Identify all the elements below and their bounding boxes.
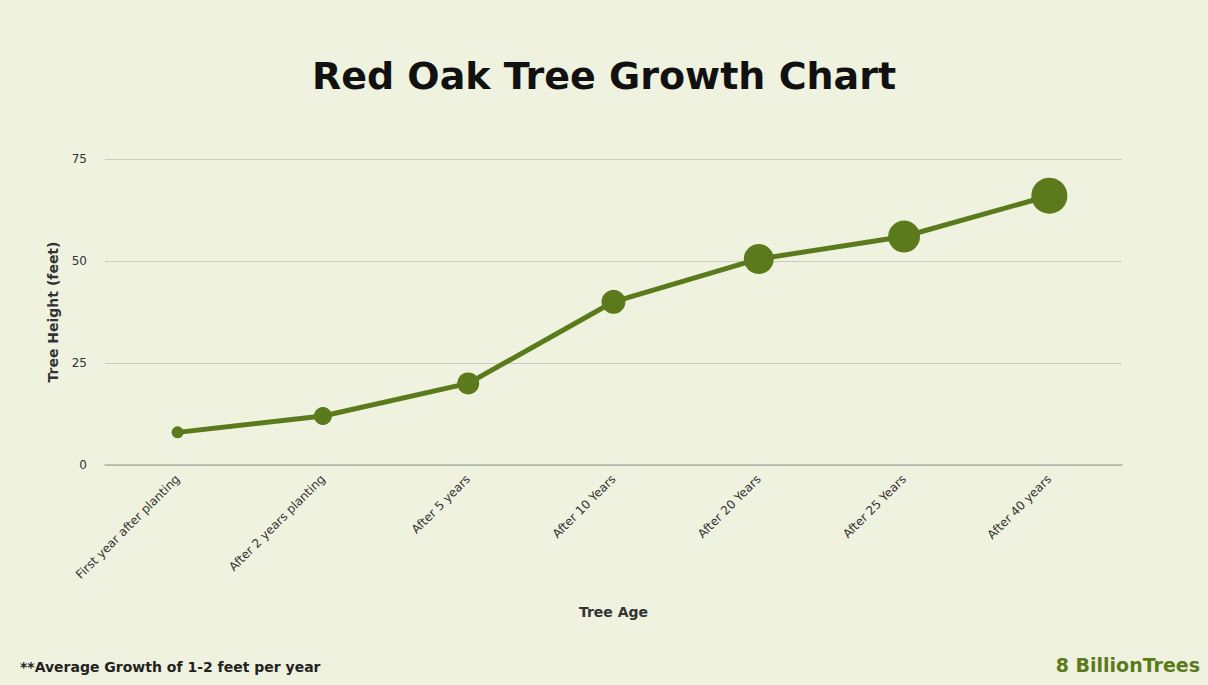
svg-text:After 2 years planting: After 2 years planting xyxy=(226,472,328,574)
svg-text:After 40 years: After 40 years xyxy=(985,472,1055,542)
svg-text:After 20 Years: After 20 Years xyxy=(695,472,764,541)
svg-text:25: 25 xyxy=(72,356,87,370)
svg-text:Red Oak Tree Growth Chart: Red Oak Tree Growth Chart xyxy=(312,54,896,98)
svg-text:Tree Age: Tree Age xyxy=(579,604,648,620)
svg-text:Tree Height (feet): Tree Height (feet) xyxy=(45,242,61,383)
svg-text:After 10 Years: After 10 Years xyxy=(550,472,619,541)
svg-text:After 5 years: After 5 years xyxy=(409,472,473,536)
svg-text:50: 50 xyxy=(72,254,87,268)
svg-text:First year after planting: First year after planting xyxy=(73,472,183,582)
svg-text:**Average Growth of 1-2 feet p: **Average Growth of 1-2 feet per year xyxy=(20,659,321,675)
svg-text:75: 75 xyxy=(72,152,87,166)
svg-text:After 25 Years: After 25 Years xyxy=(840,472,909,541)
svg-text:0: 0 xyxy=(79,458,87,472)
svg-text:8 BillionTrees: 8 BillionTrees xyxy=(1056,654,1200,676)
